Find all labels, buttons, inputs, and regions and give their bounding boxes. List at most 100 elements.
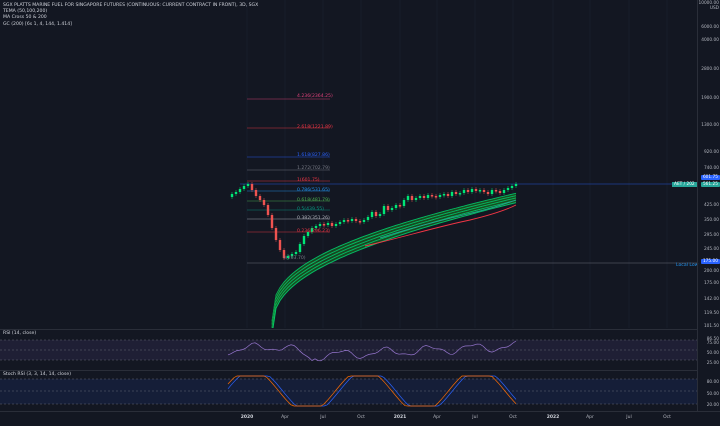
candle-body — [274, 228, 278, 240]
time-axis-label: Oct — [663, 415, 671, 420]
candle-body — [334, 224, 338, 226]
candle-body — [390, 208, 394, 210]
rsi-axis-tick: 75.00 — [706, 341, 719, 346]
time-axis-label: 2020 — [240, 415, 254, 420]
fib-label-0236: 0.236(296.23) — [297, 229, 330, 234]
rsi-line — [227, 340, 517, 362]
candle-body — [490, 190, 494, 194]
time-axis-label: Apr — [586, 415, 594, 420]
indicator-gc[interactable]: GC (200) [6s 1, 4, 144, 1.414] — [3, 21, 72, 27]
fib-label-0786: 0.786(531.65) — [297, 188, 330, 193]
candle-body — [446, 194, 450, 196]
gaussian-channel-line — [271, 198, 517, 328]
rsi-legend[interactable]: RSI (14, close) — [3, 331, 37, 336]
price-axis-tick: 920.00 — [703, 150, 719, 155]
rsi-axis-tick: 25.00 — [706, 361, 719, 366]
rsi-chart-canvas[interactable] — [0, 330, 697, 370]
candle-body — [298, 244, 302, 252]
indicator-tema[interactable]: TEMA (50,100,200) — [3, 9, 48, 15]
candle-body — [470, 189, 474, 192]
candle-body — [338, 222, 342, 224]
candle-body — [426, 195, 430, 198]
candle-body — [498, 191, 502, 193]
candle-body — [254, 190, 258, 196]
candle-body — [438, 195, 442, 197]
candle-body — [510, 186, 514, 188]
price-chart-canvas[interactable] — [0, 0, 697, 328]
price-axis-tick: 6000.00 — [701, 25, 719, 30]
gaussian-channel-line — [271, 192, 517, 322]
candle-body — [366, 217, 370, 220]
candle-body — [494, 190, 498, 192]
ma-50-line — [379, 199, 517, 239]
time-axis-label: Jul — [320, 415, 326, 420]
time-axis-label: Jul — [626, 415, 632, 420]
fib-label-1: 1(601.75) — [297, 178, 320, 183]
price-axis-tick: 1300.00 — [701, 123, 719, 128]
candle-body — [462, 190, 466, 193]
symbol-title[interactable]: SGX PLATTS MARINE FUEL FOR SINGAPORE FUT… — [3, 3, 259, 8]
stoch-band — [0, 379, 697, 404]
chart-legend: SGX PLATTS MARINE FUEL FOR SINGAPORE FUT… — [3, 3, 258, 28]
candle-body — [410, 196, 414, 200]
candle-body — [482, 190, 486, 192]
rsi-pane[interactable]: RSI (14, close) — [0, 329, 697, 370]
candle-body — [442, 194, 446, 196]
candle-body — [238, 189, 242, 192]
indicator-ma-cross[interactable]: MA Cross 50 & 200 — [3, 15, 47, 21]
candle-body — [234, 192, 238, 194]
price-axis-tick: 175.00 — [703, 281, 719, 286]
price-axis-tick: 425.00 — [703, 203, 719, 208]
candle-body — [474, 189, 478, 191]
symbol-price-tag: AET / 202 — [672, 182, 697, 187]
candle-body — [326, 223, 330, 225]
price-axis-tick: 2800.00 — [701, 67, 719, 72]
time-axis-label: Oct — [357, 415, 365, 420]
stoch-axis-tick: 80.00 — [706, 380, 719, 385]
last-price-badge: 561.25 — [700, 182, 720, 187]
candle-body — [322, 224, 326, 226]
price-axis-tick: 1900.00 — [701, 96, 719, 101]
time-axis-label: Jul — [472, 415, 478, 420]
candle-body — [318, 224, 322, 226]
ma-200-line — [364, 204, 517, 247]
candle-body — [246, 184, 250, 186]
gaussian-channel-line — [271, 195, 517, 325]
price-axis-tick: 101.50 — [703, 324, 719, 329]
candle-body — [282, 250, 286, 258]
candle-body — [486, 192, 490, 194]
stoch-rsi-chart-canvas[interactable] — [0, 371, 697, 412]
price-axis-tick: 350.00 — [703, 218, 719, 223]
price-axis-tick: 200.00 — [703, 269, 719, 274]
stoch-rsi-legend[interactable]: Stoch RSI (3, 3, 14, 14, close) — [3, 372, 71, 377]
rsi-axis-tick: 50.00 — [706, 351, 719, 356]
candle-body — [278, 240, 282, 250]
fib-label-0618: 0.618(481.79) — [297, 198, 330, 203]
candle-body — [370, 212, 374, 217]
price-axis-tick: 4000.00 — [701, 38, 719, 43]
candle-body — [230, 194, 234, 197]
price-axis-tick: 119.50 — [703, 311, 719, 316]
candle-body — [418, 196, 422, 198]
candle-body — [386, 206, 390, 210]
candle-body — [286, 256, 290, 258]
candle-body — [354, 219, 358, 221]
gaussian-channel-line — [271, 199, 517, 328]
candle-body — [506, 188, 510, 190]
stoch-rsi-pane[interactable]: Stoch RSI (3, 3, 14, 14, close) — [0, 370, 697, 412]
candle-body — [294, 252, 298, 254]
main-chart-pane[interactable]: SGX PLATTS MARINE FUEL FOR SINGAPORE FUT… — [0, 0, 698, 328]
fib-label-0: 0(203.70) — [283, 256, 306, 261]
candle-body — [394, 205, 398, 208]
candle-body — [314, 226, 318, 228]
gaussian-channel-line — [272, 200, 517, 328]
candle-body — [346, 220, 350, 222]
price-axis-tick: 142.00 — [703, 297, 719, 302]
gaussian-channel-line — [271, 196, 517, 327]
candle-body — [266, 205, 270, 215]
price-axis[interactable]: 10000.00 USD 6000.00 4000.00 2800.00 190… — [697, 0, 720, 411]
candle-body — [454, 192, 458, 194]
time-axis[interactable]: 2020 Apr Jul Oct 2021 Apr Jul Oct 2022 A… — [0, 411, 720, 426]
candle-body — [378, 214, 382, 216]
candle-body — [250, 184, 254, 190]
